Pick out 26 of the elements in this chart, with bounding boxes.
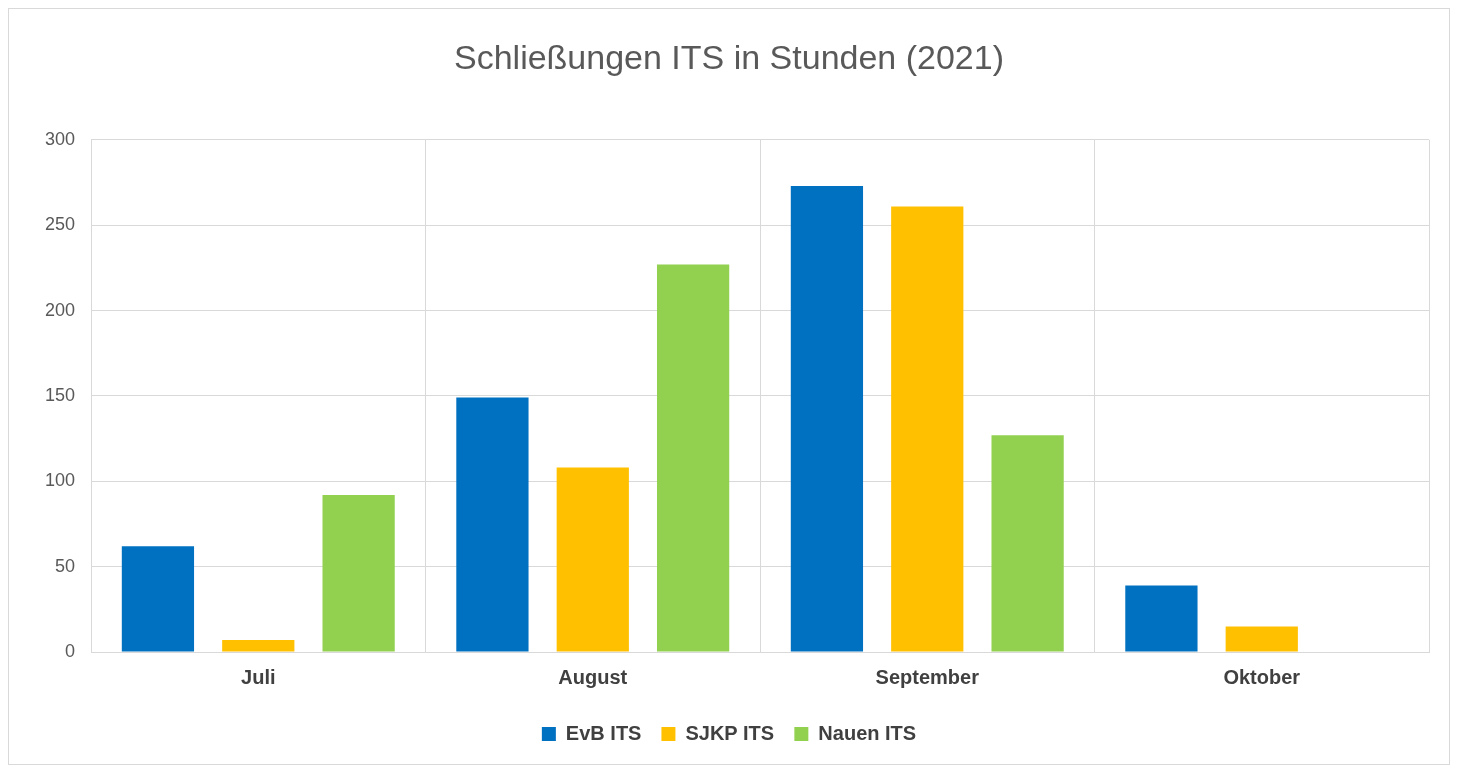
x-tick-label: Oktober	[1223, 665, 1301, 688]
bar	[1225, 626, 1298, 652]
y-tick-label: 300	[44, 128, 76, 149]
bar	[222, 640, 295, 652]
bar	[891, 206, 964, 652]
y-tick-label: 0	[65, 640, 76, 661]
chart-title: Schließungen ITS in Stunden (2021)	[453, 37, 1005, 76]
legend-label: Nauen ITS	[818, 721, 917, 744]
bar	[456, 397, 529, 652]
x-tick-label: September	[875, 665, 980, 688]
y-tick-label: 100	[44, 470, 76, 491]
bar	[121, 546, 195, 652]
bar	[790, 185, 864, 652]
bar	[656, 264, 730, 652]
legend-label: EvB ITS	[565, 721, 642, 744]
bar	[991, 435, 1064, 652]
x-tick-label: Juli	[241, 665, 276, 688]
y-tick-label: 200	[44, 299, 76, 320]
bar	[556, 467, 629, 652]
y-tick-label: 250	[44, 214, 76, 235]
y-tick-label: 50	[55, 555, 76, 576]
x-tick-label: August	[558, 665, 628, 688]
bar	[322, 494, 395, 652]
legend-label: SJKP ITS	[685, 721, 774, 744]
y-tick-label: 150	[44, 384, 76, 405]
bar	[1125, 585, 1198, 652]
